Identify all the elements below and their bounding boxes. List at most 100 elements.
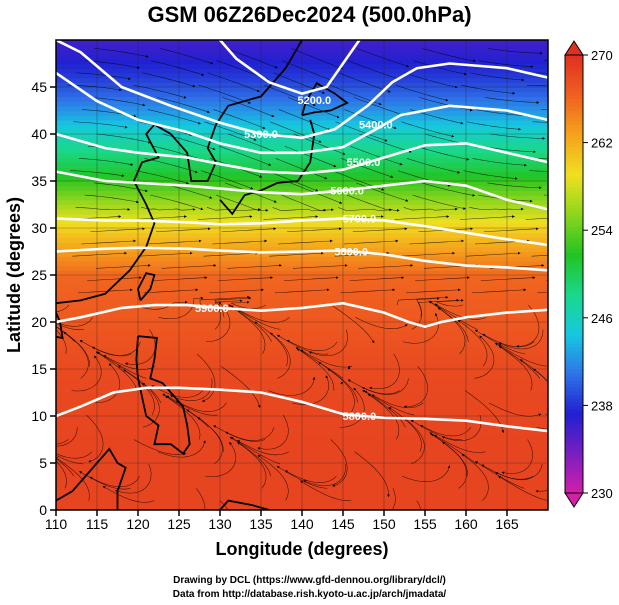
- colorbar-segment: [565, 248, 583, 253]
- streamline: [465, 251, 521, 257]
- streamline: [406, 158, 461, 174]
- streamline: [300, 349, 353, 368]
- streamline: [103, 355, 156, 370]
- streamline: [282, 60, 334, 82]
- streamline: [268, 376, 316, 396]
- streamline: [56, 456, 90, 501]
- streamline: [230, 300, 267, 309]
- streamline: [526, 84, 548, 87]
- streamline: [529, 170, 548, 172]
- contour-label: 5700.0: [343, 214, 377, 226]
- colorbar-segment: [565, 55, 583, 60]
- coastline: [340, 381, 344, 385]
- streamline: [415, 145, 470, 161]
- streamline: [162, 393, 209, 428]
- streamline: [337, 207, 393, 212]
- streamline: [209, 288, 264, 294]
- colorbar-segment: [565, 230, 583, 235]
- coastline: [219, 119, 316, 216]
- colorbar-top-arrow: [564, 40, 584, 56]
- streamline: [56, 326, 76, 342]
- streamline: [300, 480, 352, 501]
- coastline: [219, 499, 270, 510]
- streamline: [156, 227, 211, 233]
- colorbar-segment: [565, 299, 583, 304]
- streamline: [86, 414, 104, 463]
- height-contours: 5200.0 5300.0 5400.0 5500.0 5600.0 5700.0 5800…: [56, 40, 548, 433]
- colorbar-segment: [565, 354, 583, 359]
- streamline: [341, 158, 394, 178]
- y-tick-label: 45: [31, 79, 47, 95]
- colorbar-segment: [565, 263, 583, 268]
- streamline: [487, 182, 542, 190]
- streamline: [215, 194, 269, 212]
- streamline: [484, 227, 539, 233]
- streamline: [206, 207, 261, 212]
- colorbar-segment: [565, 292, 583, 297]
- colorbar-segment: [565, 463, 583, 469]
- contour-label: 5900.0: [195, 303, 229, 315]
- streamline: [490, 133, 546, 140]
- streamline: [257, 414, 289, 450]
- streamline: [238, 309, 290, 323]
- colorbar-segment: [565, 117, 583, 122]
- streamline: [225, 48, 278, 69]
- streamline: [151, 385, 203, 398]
- y-tick-label: 30: [31, 220, 47, 236]
- colorbar-segment: [565, 113, 583, 118]
- streamline: [463, 170, 518, 180]
- streamline: [494, 343, 541, 379]
- streamline: [369, 353, 400, 390]
- colorbar-segment: [565, 69, 583, 74]
- colorbar-segment: [565, 204, 583, 209]
- colorbar: 230 238 246 254 262 270: [564, 40, 613, 508]
- streamline: [355, 317, 408, 329]
- colorbar-segment: [565, 193, 583, 198]
- colorbar-segment: [565, 58, 583, 63]
- streamline: [204, 121, 257, 141]
- streamline: [274, 288, 330, 294]
- streamline: [536, 427, 548, 430]
- contour-line: [56, 170, 548, 211]
- colorbar-segment: [565, 482, 583, 487]
- streamline: [142, 382, 160, 428]
- streamline: [144, 158, 198, 173]
- colorbar-tick-label: 246: [591, 311, 613, 326]
- colorbar-segment: [565, 303, 583, 308]
- streamline: [198, 84, 251, 104]
- streamline: [90, 227, 146, 233]
- contour-line: [56, 386, 548, 433]
- streamline: [96, 264, 151, 269]
- colorbar-segment: [565, 65, 583, 71]
- colorbar-segment: [565, 328, 583, 333]
- streamline: [401, 121, 455, 138]
- streamline: [152, 276, 208, 281]
- colorbar-segment: [565, 317, 583, 323]
- colorbar-segment: [565, 259, 583, 264]
- streamline: [87, 276, 142, 281]
- colorbar-segment: [565, 255, 583, 260]
- streamline: [195, 488, 206, 510]
- streamline: [344, 109, 397, 129]
- streamline: [237, 442, 267, 489]
- credit-data: Data from http://database.rish.kyoto-u.a…: [172, 589, 447, 600]
- streamline: [428, 301, 469, 342]
- x-tick-label: 160: [454, 516, 478, 532]
- page-title: GSM 06Z26Dec2024 (500.0hPa): [147, 2, 472, 27]
- colorbar-segment: [565, 441, 583, 447]
- x-tick-label: 165: [495, 516, 519, 532]
- streamline: [501, 439, 533, 475]
- colorbar-segment: [565, 434, 583, 439]
- streamline: [475, 109, 531, 118]
- colorbar-segment: [565, 489, 583, 494]
- colorbar-segment: [565, 84, 583, 89]
- x-axis-label: Longitude (degrees): [215, 539, 388, 559]
- streamline: [488, 402, 542, 417]
- colorbar-segment: [565, 361, 583, 366]
- colorbar-tick-label: 270: [591, 48, 613, 63]
- colorbar-segment: [565, 336, 583, 341]
- streamline: [525, 217, 548, 220]
- streamline: [516, 304, 540, 348]
- x-tick-label: 115: [86, 516, 109, 532]
